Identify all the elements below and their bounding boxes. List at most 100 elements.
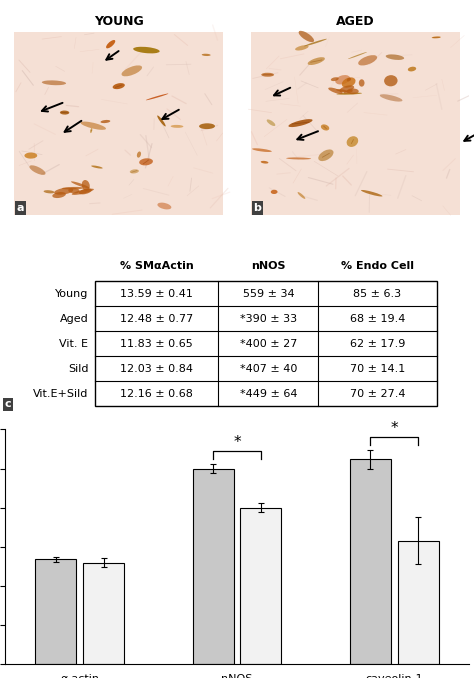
Ellipse shape <box>386 54 404 60</box>
Ellipse shape <box>261 73 274 77</box>
Ellipse shape <box>29 165 46 175</box>
Ellipse shape <box>42 81 66 85</box>
Ellipse shape <box>328 87 343 94</box>
Ellipse shape <box>271 190 278 194</box>
Bar <box>251 32 460 216</box>
Ellipse shape <box>81 121 106 130</box>
Bar <box>350 459 391 664</box>
Text: *: * <box>233 435 241 450</box>
Ellipse shape <box>308 57 325 65</box>
Text: nNOS: nNOS <box>251 262 286 271</box>
Ellipse shape <box>157 115 166 127</box>
Ellipse shape <box>72 188 94 195</box>
Text: 12.03 ± 0.84: 12.03 ± 0.84 <box>120 363 193 374</box>
Text: 70 ± 14.1: 70 ± 14.1 <box>350 363 405 374</box>
Ellipse shape <box>304 39 327 46</box>
Text: 13.59 ± 0.41: 13.59 ± 0.41 <box>120 289 193 298</box>
Ellipse shape <box>62 187 84 189</box>
Text: YOUNG: YOUNG <box>94 14 144 28</box>
Ellipse shape <box>336 89 347 92</box>
Text: 70 ± 27.4: 70 ± 27.4 <box>350 388 405 399</box>
Bar <box>240 508 282 664</box>
Ellipse shape <box>113 83 125 89</box>
Ellipse shape <box>380 94 402 102</box>
Ellipse shape <box>408 66 416 71</box>
Text: *400 ± 27: *400 ± 27 <box>240 338 297 348</box>
Ellipse shape <box>171 125 183 128</box>
Ellipse shape <box>91 165 103 169</box>
Ellipse shape <box>90 128 92 133</box>
Bar <box>14 32 223 216</box>
Text: *: * <box>390 420 398 436</box>
Ellipse shape <box>286 157 311 159</box>
Text: *407 ± 40: *407 ± 40 <box>240 363 297 374</box>
Ellipse shape <box>337 93 362 95</box>
Ellipse shape <box>358 55 377 66</box>
Text: Aged: Aged <box>60 314 88 323</box>
Ellipse shape <box>24 153 37 159</box>
Ellipse shape <box>54 188 73 195</box>
Ellipse shape <box>342 77 356 87</box>
Ellipse shape <box>318 149 334 161</box>
Ellipse shape <box>68 188 80 193</box>
Text: c: c <box>5 399 11 410</box>
Bar <box>83 563 124 664</box>
Text: Vit.E+Sild: Vit.E+Sild <box>33 388 88 399</box>
Text: 68 ± 19.4: 68 ± 19.4 <box>350 314 405 323</box>
Text: 559 ± 34: 559 ± 34 <box>243 289 294 298</box>
Ellipse shape <box>288 119 312 127</box>
Ellipse shape <box>157 203 172 210</box>
Text: a: a <box>16 203 24 213</box>
Bar <box>192 468 234 664</box>
Ellipse shape <box>52 192 66 198</box>
Bar <box>95 281 437 406</box>
Text: 62 ± 17.9: 62 ± 17.9 <box>350 338 405 348</box>
Ellipse shape <box>261 161 268 163</box>
Ellipse shape <box>44 190 55 193</box>
Ellipse shape <box>298 192 305 199</box>
Text: Sild: Sild <box>68 363 88 374</box>
Bar <box>398 540 438 664</box>
Text: AGED: AGED <box>336 14 375 28</box>
Text: % SMαActin: % SMαActin <box>120 262 194 271</box>
Ellipse shape <box>432 37 441 39</box>
Text: *449 ± 64: *449 ± 64 <box>239 388 297 399</box>
Ellipse shape <box>335 75 350 85</box>
Text: % Endo Cell: % Endo Cell <box>341 262 414 271</box>
Ellipse shape <box>199 123 215 129</box>
Ellipse shape <box>139 158 153 165</box>
Ellipse shape <box>60 111 69 115</box>
Ellipse shape <box>146 94 168 100</box>
Bar <box>36 559 76 664</box>
Ellipse shape <box>71 181 90 188</box>
Text: 12.16 ± 0.68: 12.16 ± 0.68 <box>120 388 193 399</box>
Ellipse shape <box>202 54 210 56</box>
Ellipse shape <box>121 65 142 77</box>
Text: 12.48 ± 0.77: 12.48 ± 0.77 <box>120 314 193 323</box>
Ellipse shape <box>339 85 354 92</box>
Ellipse shape <box>331 77 339 81</box>
Ellipse shape <box>130 170 139 174</box>
Ellipse shape <box>348 52 367 59</box>
Text: b: b <box>253 203 261 213</box>
Ellipse shape <box>252 148 272 152</box>
Ellipse shape <box>346 88 359 94</box>
Ellipse shape <box>295 45 309 50</box>
Text: *390 ± 33: *390 ± 33 <box>240 314 297 323</box>
Ellipse shape <box>79 188 92 195</box>
Text: 85 ± 6.3: 85 ± 6.3 <box>354 289 401 298</box>
Ellipse shape <box>321 124 329 131</box>
Ellipse shape <box>384 75 398 86</box>
Ellipse shape <box>82 180 90 191</box>
Ellipse shape <box>100 120 110 123</box>
Ellipse shape <box>359 79 365 87</box>
Ellipse shape <box>346 78 351 81</box>
Ellipse shape <box>344 90 353 94</box>
Ellipse shape <box>133 47 160 54</box>
Ellipse shape <box>267 119 275 126</box>
Text: 11.83 ± 0.65: 11.83 ± 0.65 <box>120 338 193 348</box>
Ellipse shape <box>299 31 314 42</box>
Ellipse shape <box>346 136 358 147</box>
Text: Young: Young <box>55 289 88 298</box>
Ellipse shape <box>106 40 115 48</box>
